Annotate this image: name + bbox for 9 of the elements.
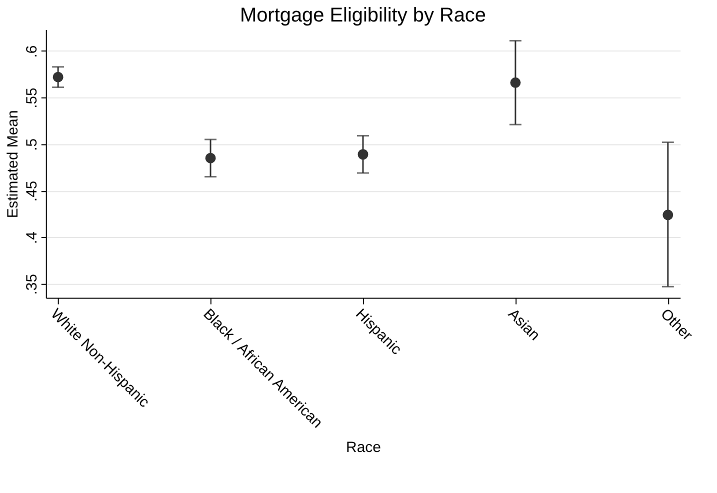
y-axis-title: Estimated Mean: [4, 110, 22, 218]
y-tick-label: .5: [23, 138, 40, 151]
y-tick-label: .6: [23, 45, 40, 58]
chart-title: Mortgage Eligibility by Race: [240, 4, 486, 27]
y-tick-label: .55: [23, 88, 40, 108]
y-tick-label: .45: [23, 180, 40, 202]
x-axis-title: Race: [346, 439, 381, 456]
y-tick-label: .4: [23, 232, 40, 244]
y-tick-label: .35: [23, 274, 40, 295]
